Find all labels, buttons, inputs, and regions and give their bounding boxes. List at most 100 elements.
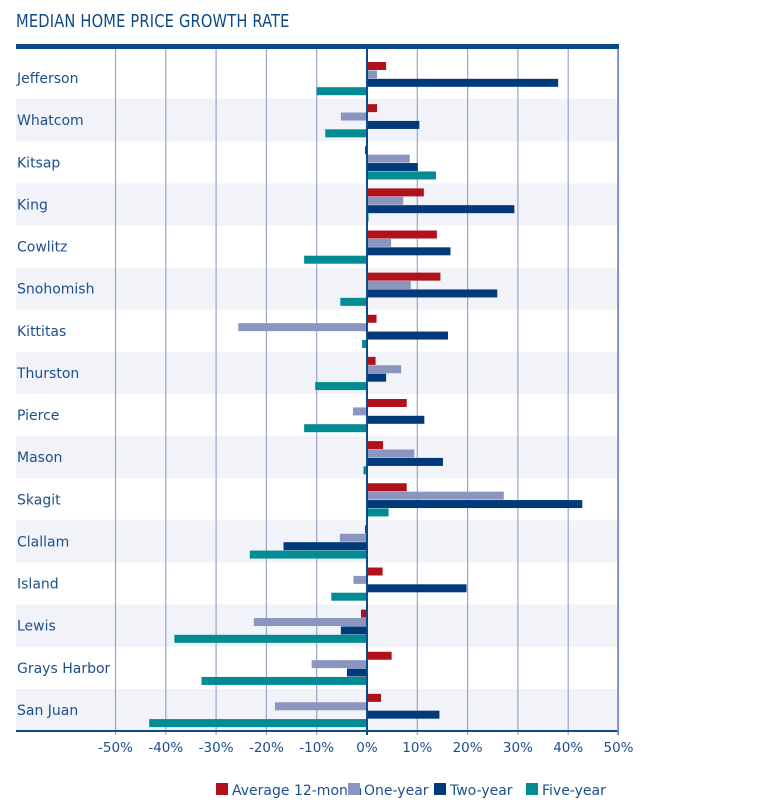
top-axis-bar	[16, 44, 619, 49]
bar-average-12-month	[364, 146, 367, 155]
x-tick-label: 0%	[356, 740, 378, 756]
bar-two-year	[340, 626, 367, 635]
x-tick-label: -30%	[199, 740, 234, 756]
bar-five-year	[367, 508, 389, 517]
bar-one-year	[238, 323, 367, 332]
bar-one-year	[340, 112, 367, 121]
bar-one-year	[253, 618, 367, 627]
bar-two-year	[367, 331, 448, 340]
bar-average-12-month	[367, 651, 392, 660]
bar-two-year	[367, 120, 420, 129]
x-tick-label: 40%	[553, 740, 583, 756]
bar-two-year	[367, 584, 467, 593]
legend: Average 12-month One-year Two-year Five-yea…	[216, 783, 606, 799]
bar-one-year	[339, 533, 367, 542]
bar-five-year	[367, 171, 436, 180]
bar-one-year	[367, 70, 378, 79]
category-label: Island	[17, 577, 59, 593]
x-tick-label: -40%	[148, 740, 183, 756]
x-tick-label: -50%	[98, 740, 133, 756]
x-tick-labels: -50% -40% -30% -20% -10% 0% 10% 20% 30% 40% 50%	[98, 740, 634, 756]
bar-average-12-month	[367, 441, 384, 450]
bar-five-year	[363, 466, 367, 475]
bar-five-year	[325, 129, 367, 138]
category-label: Kittitas	[17, 324, 66, 340]
bar-average-12-month	[367, 567, 383, 576]
bar-two-year	[367, 163, 418, 172]
bar-one-year	[367, 365, 402, 374]
bar-two-year	[367, 373, 387, 382]
bar-one-year	[274, 702, 367, 711]
bar-five-year	[316, 87, 367, 96]
bar-two-year	[283, 542, 367, 551]
bar-two-year	[346, 668, 367, 677]
x-tick-label: -20%	[249, 740, 284, 756]
legend-swatch	[526, 783, 538, 795]
bar-two-year	[367, 500, 583, 509]
bar-one-year	[367, 491, 504, 500]
bar-one-year	[353, 575, 367, 584]
category-label: Thurston	[16, 366, 79, 382]
bar-five-year	[174, 634, 367, 643]
legend-label: Two-year	[449, 783, 513, 799]
x-tick-label: 20%	[453, 740, 483, 756]
category-label: San Juan	[17, 703, 78, 719]
bar-five-year	[201, 676, 367, 685]
category-label: Clallam	[17, 534, 69, 550]
category-label: Whatcom	[17, 113, 84, 129]
bar-average-12-month	[367, 272, 441, 281]
bar-five-year	[340, 297, 367, 306]
bar-average-12-month	[367, 356, 376, 365]
bar-one-year	[367, 449, 415, 458]
bar-one-year	[352, 407, 367, 416]
legend-swatch	[434, 783, 446, 795]
bar-one-year	[367, 196, 404, 205]
category-label: Mason	[17, 450, 62, 466]
bar-average-12-month	[367, 483, 407, 492]
legend-label: One-year	[364, 783, 429, 799]
category-label: Jefferson	[16, 71, 79, 87]
bar-one-year	[367, 281, 411, 290]
category-label: Pierce	[17, 408, 59, 424]
bar-five-year	[149, 719, 367, 728]
x-tick-label: 50%	[603, 740, 633, 756]
x-tick-label: 10%	[402, 740, 432, 756]
chart-title: MEDIAN HOME PRICE GROWTH RATE	[16, 12, 290, 32]
legend-swatch	[348, 783, 360, 795]
bar-one-year	[311, 660, 367, 669]
bar-average-12-month	[367, 693, 382, 702]
bar-average-12-month	[367, 104, 378, 113]
bar-two-year	[367, 710, 440, 719]
legend-label: Five-year	[542, 783, 606, 799]
bar-two-year	[367, 78, 559, 87]
bar-average-12-month	[367, 230, 437, 239]
bar-five-year	[331, 592, 367, 601]
legend-swatch	[216, 783, 228, 795]
x-tick-label: 30%	[503, 740, 533, 756]
bar-two-year	[367, 415, 425, 424]
category-label: Grays Harbor	[17, 661, 111, 677]
category-label: Skagit	[17, 492, 61, 508]
bar-two-year	[367, 457, 443, 466]
bar-average-12-month	[367, 399, 407, 407]
bar-average-12-month	[367, 188, 424, 197]
bar-five-year	[304, 424, 367, 433]
bar-five-year	[249, 550, 367, 559]
x-tick-label: -10%	[299, 740, 334, 756]
category-label: King	[17, 197, 48, 213]
bar-average-12-month	[367, 314, 377, 323]
bar-five-year	[315, 382, 367, 391]
bar-average-12-month	[367, 62, 387, 70]
bar-one-year	[367, 154, 410, 163]
bar-five-year	[361, 339, 367, 348]
category-label: Lewis	[17, 619, 56, 635]
bar-average-12-month	[364, 525, 367, 534]
category-label: Kitsap	[17, 155, 60, 171]
axes	[16, 44, 619, 735]
legend-label: Average 12-month	[232, 783, 362, 799]
bar-one-year	[367, 238, 392, 247]
bar-average-12-month	[360, 609, 367, 618]
bars	[149, 62, 583, 728]
bar-two-year	[367, 289, 498, 298]
